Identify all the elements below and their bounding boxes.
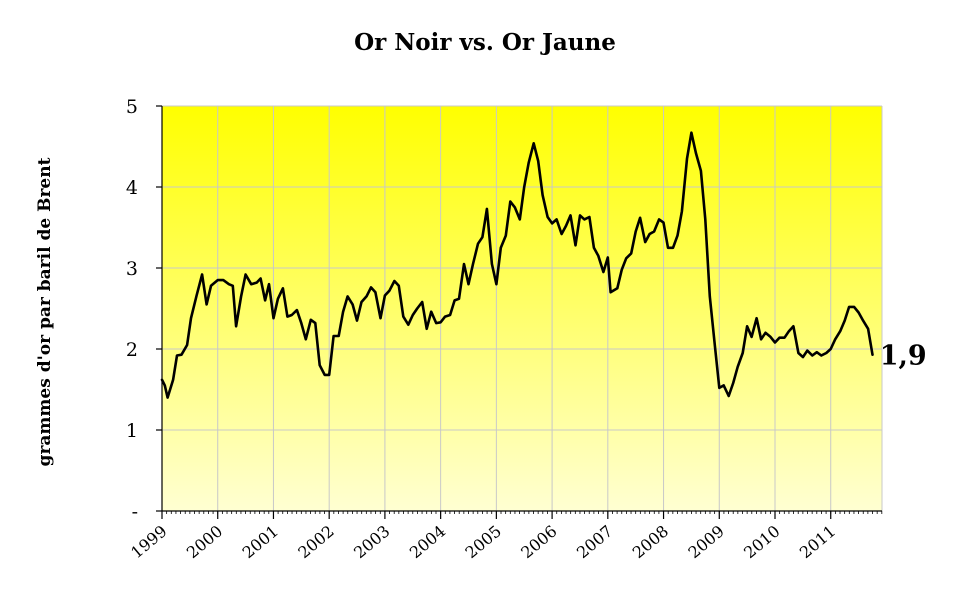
y-tick-label-5: 5 xyxy=(126,96,138,118)
x-tick-label-2009: 2009 xyxy=(684,522,727,563)
x-tick-label-2000: 2000 xyxy=(183,522,226,563)
x-tick-label-2010: 2010 xyxy=(740,522,783,563)
x-tick-label-2011: 2011 xyxy=(796,522,839,563)
x-tick-label-2004: 2004 xyxy=(406,522,449,563)
plot-area xyxy=(162,106,882,511)
horizontal-gridlines xyxy=(162,105,882,431)
x-tick-label-2005: 2005 xyxy=(462,522,505,563)
x-tick-label-2006: 2006 xyxy=(517,522,560,563)
y-tick-label-1: 1 xyxy=(126,420,138,442)
axes xyxy=(161,106,882,512)
x-tick-label-2001: 2001 xyxy=(239,522,282,563)
y-tick-label-4: 4 xyxy=(126,177,138,199)
x-tick-label-1999: 1999 xyxy=(127,522,170,563)
series-line xyxy=(160,131,874,399)
x-axis-ticks: 1999 2000 2001 2002 2003 2004 2005 2006 2007 2008… xyxy=(127,511,883,563)
y-tick-label-0: - xyxy=(132,501,138,523)
x-tick-label-2002: 2002 xyxy=(294,522,337,563)
vertical-gridlines xyxy=(217,106,883,511)
x-tick-label-2008: 2008 xyxy=(629,522,672,563)
y-axis-label: grammes d'or par baril de Brent xyxy=(35,157,55,466)
end-value-annotation: 1,9 xyxy=(880,341,927,372)
x-tick-label-2007: 2007 xyxy=(573,522,616,563)
x-tick-label-2003: 2003 xyxy=(350,522,393,563)
y-tick-label-3: 3 xyxy=(126,258,138,280)
chart-title: Or Noir vs. Or Jaune xyxy=(354,29,616,56)
y-tick-label-2: 2 xyxy=(126,339,138,361)
y-axis-ticks: - 1 2 3 4 5 xyxy=(126,96,162,523)
